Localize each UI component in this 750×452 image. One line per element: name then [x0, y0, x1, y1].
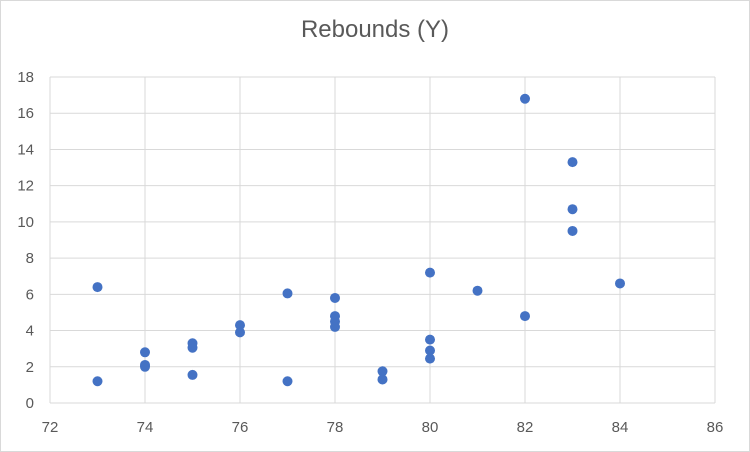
data-point: [235, 320, 245, 331]
data-point: [567, 157, 578, 168]
data-point: [377, 374, 388, 385]
gridlines: [49, 76, 716, 404]
data-point: [140, 347, 150, 358]
data-point: [520, 311, 530, 322]
y-tick-label: 6: [26, 286, 34, 303]
y-tick-label: 8: [26, 250, 34, 267]
y-tick-label: 12: [17, 178, 34, 195]
x-tick-label: 74: [137, 419, 154, 436]
y-tick-label: 2: [26, 359, 34, 376]
data-point: [92, 376, 103, 387]
y-tick-label: 16: [17, 105, 34, 122]
data-point: [330, 292, 340, 303]
data-point: [425, 353, 435, 364]
y-tick-label: 0: [26, 395, 34, 412]
x-tick-label: 84: [612, 419, 629, 436]
y-tick-label: 4: [26, 323, 34, 340]
data-point: [330, 321, 340, 332]
chart-title: Rebounds (Y): [300, 16, 450, 43]
y-tick-label: 14: [17, 141, 34, 158]
x-tick-label: 80: [422, 419, 439, 436]
data-points: [92, 93, 625, 387]
y-tick-label: 18: [17, 69, 34, 86]
data-point: [282, 288, 293, 299]
data-point: [92, 282, 103, 293]
x-tick-label: 76: [232, 419, 249, 436]
data-point: [567, 204, 578, 215]
data-point: [235, 327, 245, 338]
data-point: [425, 334, 435, 345]
data-point: [425, 267, 435, 278]
data-point: [282, 376, 293, 387]
y-axis-ticks: 0 2 4 6 8 10 12 14 16 18: [17, 69, 34, 412]
data-point: [187, 342, 198, 353]
y-tick-label: 10: [17, 214, 34, 231]
data-point: [425, 345, 435, 356]
data-point: [377, 366, 388, 377]
data-point: [520, 93, 530, 104]
data-point: [140, 361, 150, 372]
x-tick-label: 78: [327, 419, 344, 436]
data-point: [187, 369, 198, 380]
data-point: [615, 278, 625, 289]
x-axis-ticks: 72 74 76 78 80 82 84 86: [42, 419, 724, 436]
x-tick-label: 82: [517, 419, 534, 436]
x-tick-label: 86: [707, 419, 724, 436]
data-point: [567, 225, 578, 236]
x-tick-label: 72: [42, 419, 59, 436]
data-point: [472, 285, 483, 296]
